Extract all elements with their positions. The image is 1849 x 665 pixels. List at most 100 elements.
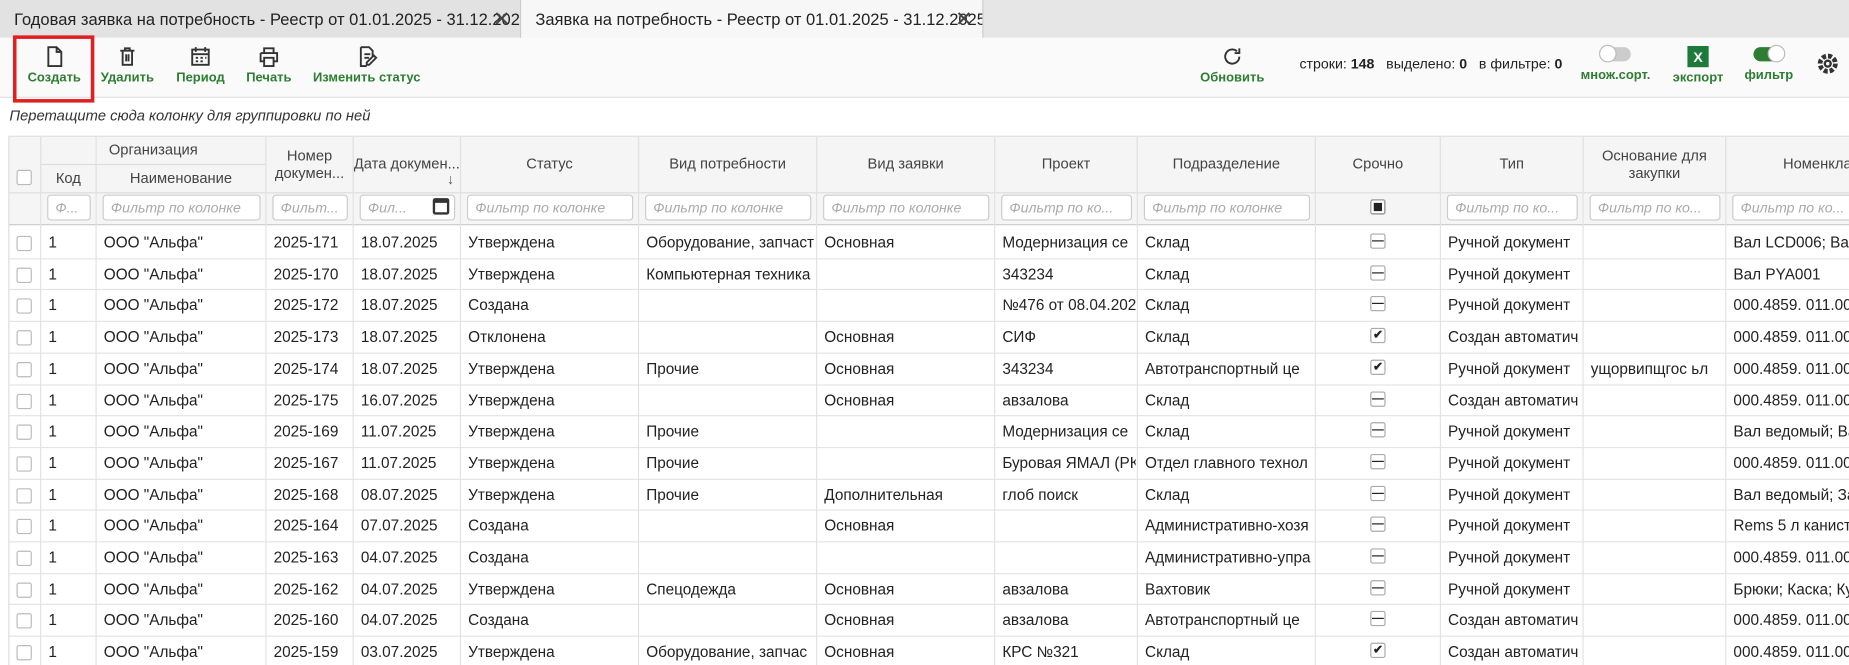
row-line: [9, 257, 1849, 260]
status-button[interactable]: Изменить статус: [309, 40, 425, 94]
highlight: [12, 35, 95, 103]
settings-button[interactable]: [1814, 50, 1842, 84]
column-filter[interactable]: Фильтр по колонке: [1143, 194, 1311, 221]
cell: Утверждена: [468, 264, 555, 283]
cell: 18.07.2025: [360, 233, 438, 252]
delete-button[interactable]: Удалить: [94, 40, 160, 94]
column-header: Наименование: [97, 165, 267, 193]
row-select[interactable]: [16, 456, 32, 472]
cell: Утверждена: [468, 485, 555, 504]
row-select[interactable]: [16, 645, 32, 661]
row-select[interactable]: [16, 550, 32, 567]
multisort-toggle[interactable]: множ.сорт.: [1575, 40, 1655, 94]
row-select[interactable]: [16, 519, 32, 535]
cell: ООО "Альфа": [103, 422, 203, 441]
toggle-switch[interactable]: [1598, 44, 1631, 63]
cell: 18.07.2025: [360, 264, 438, 283]
column-line: [1725, 135, 1727, 665]
cell: 2025-159: [273, 642, 339, 661]
tab-close[interactable]: ✕: [492, 7, 511, 31]
cell: Создана: [468, 611, 529, 629]
print-button[interactable]: Печать: [236, 40, 302, 94]
calendar-icon[interactable]: [432, 198, 450, 215]
toggle-switch[interactable]: [1753, 44, 1786, 63]
urgent-flag: —: [1370, 611, 1386, 627]
urgent-flag: —: [1370, 516, 1386, 533]
cell: 343234: [1002, 264, 1054, 283]
column-line: [816, 135, 818, 665]
row-line: [9, 320, 1849, 323]
cell: Буровая ЯМАЛ (РК: [1002, 453, 1136, 472]
row-select[interactable]: [16, 393, 32, 409]
row-select[interactable]: [16, 361, 32, 378]
tab-close[interactable]: ✕: [955, 7, 973, 31]
row-select[interactable]: [16, 613, 32, 629]
cell: ООО "Альфа": [103, 390, 203, 409]
cell: 2025-162: [273, 579, 339, 598]
column-line: [40, 135, 42, 665]
column-filter[interactable]: Фильт...: [272, 194, 348, 221]
cell: 000.4859. 011.00: [1733, 296, 1849, 315]
row-select[interactable]: [16, 298, 32, 315]
cell: Основная: [824, 579, 895, 598]
cell: Основная: [824, 516, 895, 535]
column-filter[interactable]: Фильтр по ко...: [1001, 194, 1133, 221]
tab[interactable]: Годовая заявка на потребность - Реестр о…: [0, 0, 522, 38]
cell: Склад: [1145, 642, 1190, 661]
button-label: Период: [176, 70, 225, 85]
cell: Ручной документ: [1448, 516, 1571, 535]
select-all[interactable]: [16, 169, 32, 186]
cell: 04.07.2025: [360, 611, 438, 629]
cell: 000.4859. 011.00: [1733, 453, 1849, 472]
cell: 2025-160: [273, 611, 339, 629]
toggle-knob: [1598, 44, 1617, 63]
cell: 1: [48, 453, 57, 472]
column-filter[interactable]: Фильтр по ко...: [1446, 194, 1578, 221]
refresh-button[interactable]: Обновить: [1193, 40, 1271, 94]
column-header: Код: [41, 165, 97, 193]
cell: Ручной документ: [1448, 264, 1571, 283]
cell: 000.4859. 011.00: [1733, 611, 1849, 629]
column-header: Номер докумен...: [266, 136, 354, 193]
column-header: Основание для закупки: [1584, 136, 1727, 193]
period-button[interactable]: Период: [167, 40, 233, 94]
row-select[interactable]: [16, 582, 32, 598]
column-filter[interactable]: Ф...: [47, 194, 91, 221]
column-header: Дата докумен...: [354, 136, 462, 193]
cell: Автотранспортный це: [1145, 359, 1300, 378]
column-filter[interactable]: Фильтр по колонке: [645, 194, 812, 221]
cell: Утверждена: [468, 453, 555, 472]
create-button[interactable]: Создать: [19, 40, 90, 94]
tab[interactable]: Заявка на потребность - Реестр от 01.01.…: [521, 0, 984, 38]
row-select[interactable]: [16, 330, 32, 346]
row-select[interactable]: [16, 235, 32, 252]
cell: авзалова: [1002, 579, 1069, 598]
cell: Ручной документ: [1448, 233, 1571, 252]
column-filter[interactable]: Фильтр по колонке: [466, 194, 634, 221]
row-line: [9, 635, 1849, 637]
cell: 000.4859. 011.00: [1733, 327, 1849, 346]
row-line: [9, 478, 1849, 480]
filter-toggle[interactable]: фильтр: [1736, 40, 1802, 94]
row-select[interactable]: [16, 267, 32, 283]
column-filter[interactable]: Фильтр по ко...: [1732, 194, 1849, 221]
urgent-filter[interactable]: [1370, 199, 1386, 215]
row-select[interactable]: [16, 487, 32, 504]
cell: Основная: [824, 390, 895, 409]
urgent-flag: —: [1370, 296, 1386, 312]
cell: 1: [48, 233, 57, 252]
column-filter[interactable]: Фильтр по колонке: [823, 194, 990, 221]
cell: 04.07.2025: [360, 548, 438, 567]
column-filter[interactable]: Фильтр по ко...: [1589, 194, 1721, 221]
row-select[interactable]: [16, 424, 32, 441]
cell: 2025-168: [273, 485, 339, 504]
urgent-flag: ✔: [1370, 327, 1386, 344]
cell: 000.4859. 011.00: [1733, 642, 1849, 661]
urgent-flag: —: [1370, 264, 1386, 281]
column-filter[interactable]: Фильтр по колонке: [102, 194, 261, 221]
cell: Административно-хозя: [1145, 516, 1309, 535]
cell: Основная: [824, 642, 895, 661]
counter-label: выделено:: [1386, 55, 1456, 72]
